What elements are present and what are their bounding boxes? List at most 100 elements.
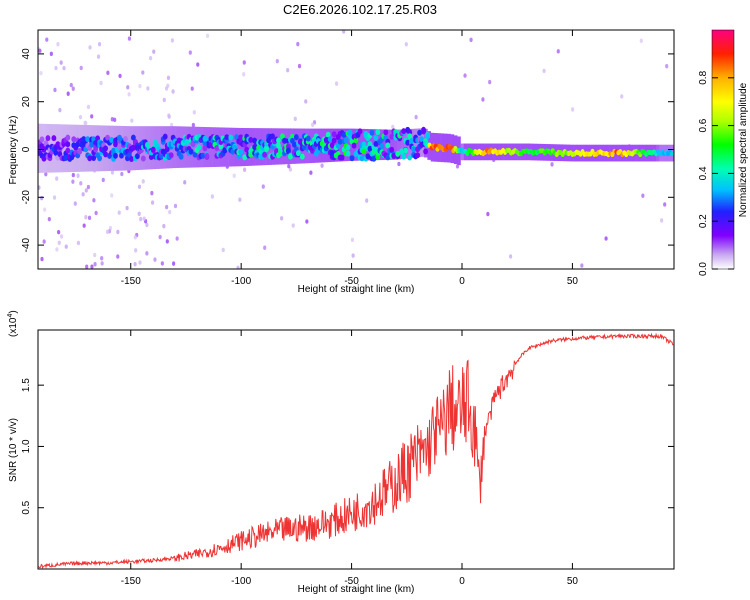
spectrogram-speckle bbox=[116, 229, 120, 235]
colorbar-tick-label: 0.2 bbox=[698, 214, 709, 228]
spectrogram-cell bbox=[123, 136, 128, 143]
spectrogram-speckle bbox=[64, 244, 68, 249]
spectrogram-cell bbox=[202, 140, 208, 147]
spectrogram-halo bbox=[222, 127, 226, 167]
spectrogram-cell bbox=[248, 136, 254, 143]
spectrogram-speckle bbox=[105, 229, 110, 235]
spectrogram-speckle bbox=[138, 83, 142, 89]
snr-x-ticks: -150 -100 -50 0 50 bbox=[121, 330, 578, 587]
spectrogram-speckle bbox=[296, 41, 300, 47]
spectrogram-cell bbox=[85, 136, 91, 143]
spectrogram-speckle bbox=[391, 124, 395, 130]
spectrogram-cell bbox=[399, 148, 405, 155]
spectrogram-cell bbox=[385, 142, 391, 149]
spectrogram-speckle bbox=[311, 122, 315, 127]
spectrogram-cell bbox=[109, 136, 114, 143]
spectrogram-speckle bbox=[486, 211, 490, 217]
spectrogram-cell bbox=[395, 150, 401, 157]
spectrogram-speckle bbox=[110, 117, 114, 122]
spectrogram-speckle bbox=[142, 216, 146, 221]
spectrogram-cell bbox=[419, 136, 424, 143]
spectrogram-speckle bbox=[275, 58, 279, 64]
spectrogram-halo bbox=[341, 128, 345, 162]
spectrogram-cell bbox=[353, 136, 359, 143]
spectrogram-cell bbox=[214, 144, 220, 151]
spectrogram-cell bbox=[339, 154, 345, 161]
spectrogram-cell bbox=[238, 148, 244, 155]
x-tick-label: 0 bbox=[459, 276, 465, 287]
spectrogram-speckle bbox=[100, 256, 104, 261]
spectrogram-speckle bbox=[54, 65, 58, 71]
spectrogram-halo bbox=[394, 129, 398, 160]
spectrogram-cell bbox=[351, 142, 357, 149]
y-tick-label: 1.0 bbox=[21, 439, 32, 453]
spectrogram-speckle bbox=[168, 209, 172, 215]
spectrogram-speckle bbox=[165, 204, 169, 210]
spectrogram-cell bbox=[89, 141, 95, 148]
spectrogram-cell bbox=[383, 129, 389, 136]
spectrogram-speckle bbox=[153, 257, 157, 262]
spectrogram-speckle bbox=[85, 264, 89, 269]
spectrogram-speckle bbox=[571, 107, 575, 112]
spectrogram-speckle bbox=[88, 45, 92, 50]
spectrogram-speckle bbox=[101, 177, 105, 183]
spectrogram-cell bbox=[178, 153, 184, 160]
spectrogram-speckle bbox=[66, 91, 70, 96]
spectrogram-cell bbox=[405, 139, 411, 146]
spectrogram-cell bbox=[347, 129, 353, 136]
snr-y-axis-label: SNR (10 * v/v) bbox=[8, 418, 19, 482]
spectrogram-cell bbox=[148, 154, 154, 161]
spectrogram-cell bbox=[276, 142, 281, 149]
spectrogram-speckle bbox=[280, 216, 284, 221]
spectrogram-speckle bbox=[481, 97, 485, 102]
spectrogram-cell bbox=[357, 128, 363, 135]
spectrogram-cell bbox=[373, 134, 379, 141]
spectrogram-speckle bbox=[660, 218, 664, 223]
spectrogram-speckle bbox=[100, 261, 104, 266]
spectrogram-cell bbox=[391, 152, 397, 159]
spectrogram-speckle bbox=[96, 54, 101, 59]
spectrogram-speckle bbox=[87, 215, 92, 221]
spectrogram-cell bbox=[91, 154, 97, 161]
spectrogram-halo bbox=[397, 129, 402, 160]
spectrogram-cell bbox=[359, 155, 365, 162]
colorbar-label: Normalized spectral amplitude bbox=[738, 82, 749, 217]
spectrogram-speckle bbox=[133, 261, 137, 267]
spectrogram-cell bbox=[224, 134, 230, 141]
spectrogram-cell bbox=[131, 144, 136, 151]
spectrogram-cell bbox=[425, 133, 430, 140]
spectrogram-cell bbox=[204, 153, 210, 160]
spectrogram-cell bbox=[103, 145, 108, 152]
spectrogram-speckle bbox=[84, 215, 88, 220]
spectrogram-cell bbox=[97, 155, 103, 162]
spectrogram-speckle bbox=[113, 117, 117, 123]
spectrogram-cell bbox=[670, 151, 674, 157]
spectrogram-speckle bbox=[414, 114, 418, 120]
spectrogram-speckle bbox=[71, 172, 75, 178]
spectrogram-cell bbox=[411, 146, 417, 153]
spectrogram-cell bbox=[196, 144, 202, 151]
snr-panel: -150 -100 -50 0 50 0.5 1.0 1.5 Height of strai… bbox=[7, 310, 675, 595]
spectrogram-cell bbox=[270, 133, 275, 140]
spectrogram-speckle bbox=[170, 122, 174, 128]
spectrogram-speckle bbox=[110, 170, 115, 175]
spectrogram-speckle bbox=[45, 37, 49, 42]
spectrogram-speckle bbox=[58, 107, 62, 113]
spectrogram-speckle bbox=[47, 216, 51, 222]
spectrogram-cell bbox=[291, 141, 297, 148]
spectrogram-speckle bbox=[134, 248, 138, 253]
y-tick-label: 0.5 bbox=[21, 500, 32, 514]
spectrogram-speckle bbox=[242, 60, 246, 65]
spectrogram-speckle bbox=[90, 114, 94, 119]
spectrogram-speckle bbox=[620, 94, 624, 99]
y-tick-label: -20 bbox=[21, 190, 32, 205]
spectrogram-cell bbox=[407, 154, 413, 161]
spectrogram-speckle bbox=[183, 180, 187, 185]
spectrogram-speckle bbox=[56, 42, 60, 47]
colorbar-tick-label: 0.6 bbox=[698, 118, 709, 132]
spectrogram-speckle bbox=[59, 60, 63, 65]
spectrogram-cell bbox=[367, 141, 373, 148]
spectrogram-cell bbox=[407, 129, 413, 136]
spectrogram-speckle bbox=[286, 67, 290, 73]
